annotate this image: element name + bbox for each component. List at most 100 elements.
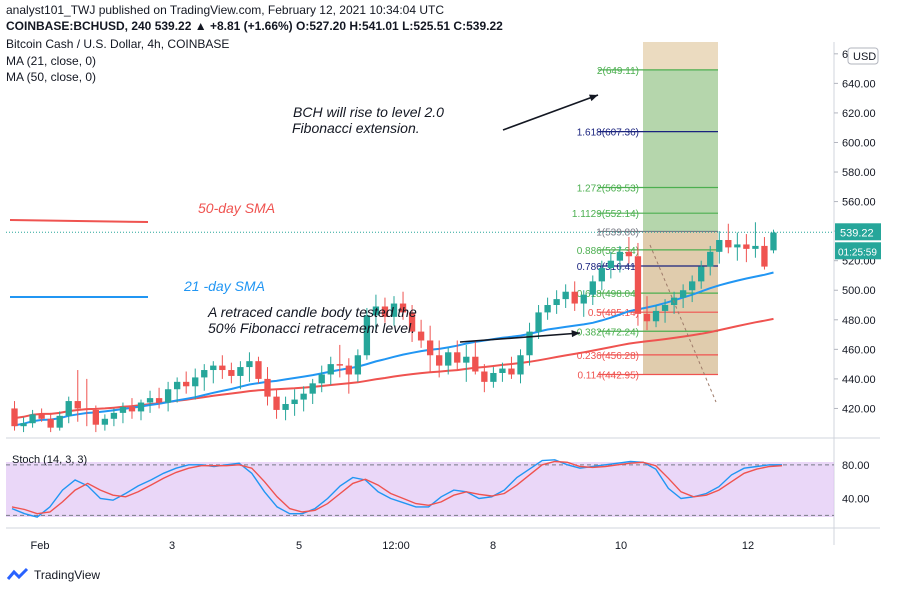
x-tick-label: 10 <box>615 540 627 552</box>
symbol-title[interactable]: Bitcoin Cash / U.S. Dollar, 4h, COINBASE <box>6 37 230 51</box>
fib-level-label: 0.618(498.04) <box>577 289 639 300</box>
y-tick-label: 500.00 <box>842 285 876 297</box>
candle-body <box>607 260 615 269</box>
currency-label: USD <box>853 51 876 63</box>
x-tick-label: 12 <box>742 540 754 552</box>
fib-level-label: 1.1129(552.14) <box>572 209 639 220</box>
candle-body <box>318 374 325 384</box>
candle-body <box>345 365 352 375</box>
candle-body <box>535 312 542 332</box>
arrow-to-fib2-head <box>589 94 598 102</box>
candle-body <box>164 389 172 403</box>
annotation-bch-rise: BCH will rise to level 2.0 <box>293 104 444 120</box>
fib-level-label: 0.886(527.34) <box>577 246 639 257</box>
candle-body <box>246 361 253 368</box>
candle-body <box>526 331 533 356</box>
publish-info: analyst101_TWJ published on TradingView.… <box>6 3 445 17</box>
legend-50sma-line <box>9 219 149 223</box>
candle-body <box>544 305 551 313</box>
countdown-badge <box>835 242 881 260</box>
candle-body <box>173 381 181 390</box>
candle-body <box>426 340 434 356</box>
arrow-to-fib2 <box>502 94 599 131</box>
candle-body <box>481 371 488 382</box>
x-tick-label: 5 <box>296 540 302 552</box>
candle-body <box>110 412 118 419</box>
y-tick-label: 440.00 <box>842 374 876 386</box>
candle-body <box>137 402 145 412</box>
countdown-label: 01:25:59 <box>838 247 877 258</box>
ohlc-readout: COINBASE:BCHUSD, 240 539.22 ▲ +8.81 (+1.… <box>6 19 503 33</box>
candle-body <box>372 306 380 316</box>
x-tick-label: 3 <box>169 540 175 552</box>
candle-body <box>770 232 777 251</box>
candle-body <box>20 423 27 427</box>
tradingview-logo[interactable]: TradingView <box>6 567 100 583</box>
candle-body <box>273 396 280 410</box>
candle-body <box>689 281 696 291</box>
fib-level-label: 0.236(456.28) <box>577 351 639 362</box>
ma50-legend[interactable]: MA (50, close, 0) <box>6 70 97 84</box>
fib-level-label: 0.5(485.14) <box>588 308 639 319</box>
candle-body <box>679 290 687 298</box>
annotation-retraced-candle: A retraced candle body tested the <box>207 304 417 320</box>
candle-body <box>237 367 244 376</box>
y-tick-label: 460.00 <box>842 344 876 356</box>
stoch-line-D <box>11 460 783 515</box>
projection-dashed-line <box>649 244 717 403</box>
x-tick-label: Feb <box>31 540 50 552</box>
candle-body <box>553 299 560 306</box>
currency-badge <box>847 47 879 65</box>
candle-body <box>517 355 524 375</box>
candle-body <box>417 331 425 341</box>
fib-retracement-zone <box>643 231 718 375</box>
candle-body <box>74 401 81 409</box>
y-tick-label: 600.00 <box>842 137 876 149</box>
candle-body <box>11 408 18 427</box>
candle-body <box>83 408 90 410</box>
stoch-band <box>6 462 834 517</box>
candle-body <box>354 355 362 375</box>
candle-body <box>707 251 714 267</box>
candle-body <box>119 406 127 413</box>
candle-body <box>571 291 578 304</box>
annotation-50sma: 50-day SMA <box>198 200 275 216</box>
candle-body <box>661 305 669 311</box>
fib-level-label: 0.382(472.24) <box>577 327 639 338</box>
last-price-label: 539.22 <box>840 227 874 239</box>
candle-body <box>201 370 208 378</box>
tradingview-logo-icon <box>6 567 29 580</box>
candle-body <box>192 377 199 387</box>
y-tick-label: 640.00 <box>842 78 876 90</box>
candle-body <box>29 414 36 424</box>
x-tick-label: 8 <box>490 540 496 552</box>
x-tick-label: 12:00 <box>382 540 410 552</box>
fib-level-label: 0.114(442.95) <box>577 371 639 382</box>
candle-body <box>327 364 334 375</box>
annotation-fib-extension: Fibonacci extension. <box>292 120 420 136</box>
arrow-to-fib50-head <box>571 330 580 338</box>
stoch-title: Stoch (14, 3, 3) <box>12 454 87 466</box>
stoch-tick-label: 40.00 <box>842 494 870 506</box>
candle-body <box>228 370 235 376</box>
candle-body <box>363 315 371 356</box>
ma21-legend[interactable]: MA (21, close, 0) <box>6 54 97 68</box>
candle-body <box>381 306 389 317</box>
candle-body <box>716 240 723 252</box>
candle-body <box>652 310 660 322</box>
candle-body <box>508 368 515 375</box>
candle-body <box>92 409 99 425</box>
candle-body <box>47 418 54 428</box>
candle-body <box>625 251 633 257</box>
fib-level-label: 1.618(607.36) <box>577 128 639 139</box>
fib-level-label: 2(649.11) <box>597 66 639 77</box>
y-tick-label: 580.00 <box>842 167 876 179</box>
candle-body <box>155 398 163 403</box>
candle-body <box>210 365 217 371</box>
candle-body <box>643 313 651 322</box>
fib-level-label: 1.272(569.53) <box>577 184 639 195</box>
annotation-21sma: 21 -day SMA <box>183 278 265 294</box>
candle-body <box>463 356 470 363</box>
candle-body <box>472 356 479 372</box>
